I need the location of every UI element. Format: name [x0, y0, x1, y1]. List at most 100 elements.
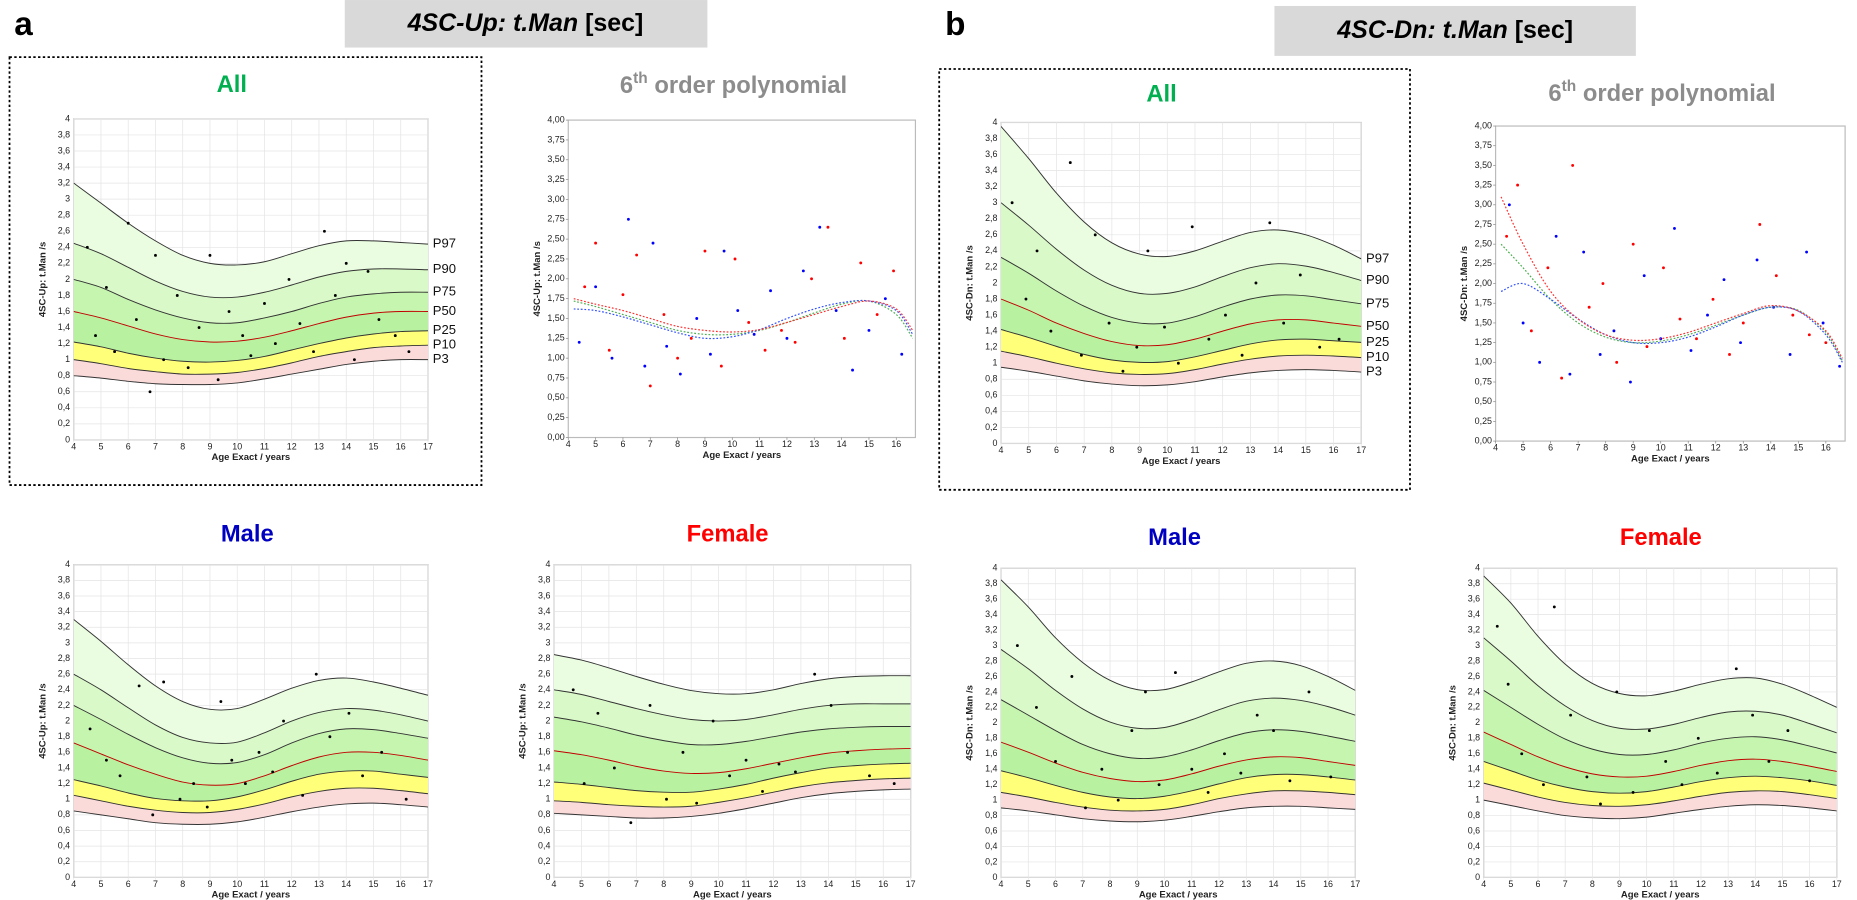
y-axis-label: 4SC-Up: t.Man /s [37, 242, 48, 317]
percentile-line [554, 762, 911, 793]
data-layer [73, 182, 428, 394]
data-point [1569, 713, 1573, 717]
y-tick-label: 2,50 [1475, 239, 1492, 249]
y-tick-label: 0,8 [58, 809, 70, 819]
data-point [1068, 161, 1072, 165]
chart: All 0 0,2 0,4 0,6 0,8 1 1,2 1,4 1,6 1,8 2 2,2 2,4 2,6 2… [965, 80, 1390, 466]
data-point [1615, 360, 1619, 364]
data-point [1734, 667, 1738, 671]
y-tick-label: 3,4 [985, 609, 997, 619]
data-point [1255, 713, 1259, 717]
data-point [154, 253, 157, 257]
x-tick-label: 12 [1696, 879, 1706, 889]
data-point [747, 321, 751, 324]
band [1001, 257, 1362, 346]
band [73, 674, 428, 764]
data-point [1739, 341, 1742, 345]
y-tick-label: 2 [65, 715, 70, 725]
panel-label: b [945, 6, 965, 43]
y-tick-label: 3,8 [58, 575, 70, 585]
data-point [263, 302, 266, 305]
x-tick-label: 9 [1135, 879, 1140, 889]
y-tick-label: 1 [992, 794, 997, 804]
data-point [249, 354, 253, 358]
y-tick-label: 1 [992, 358, 997, 368]
data-point [1741, 321, 1745, 325]
y-tick-label: 0,50 [547, 392, 564, 402]
data-point [1631, 790, 1635, 794]
data-point [94, 334, 97, 337]
chart: Male 0 0,2 0,4 0,6 0,8 1 1,2 1,4 1,6 1,8 2 2,2 2,4 2,6… [965, 524, 1361, 900]
data-point [1585, 775, 1589, 779]
data-point [1560, 376, 1564, 380]
panel-label: a [14, 6, 33, 43]
data-point [842, 336, 846, 340]
data-point [1767, 760, 1771, 763]
y-tick-label: 2,6 [985, 229, 997, 239]
data-point [1582, 250, 1586, 254]
data-point [134, 318, 138, 321]
y-tick-label: 1,2 [1468, 779, 1480, 789]
chart: All 0 0,2 0,4 0,6 0,8 1 1,2 1,4 1,6 1,8 2 2,2 2,4 2,6 2… [37, 71, 456, 463]
data-point [834, 309, 838, 312]
data-point [577, 340, 581, 344]
band [1483, 732, 1837, 794]
band [1483, 576, 1837, 733]
data-point [380, 750, 384, 754]
y-tick-label: 0,2 [58, 856, 70, 866]
y-tick-label: 0,6 [58, 825, 70, 835]
data-point [1176, 361, 1180, 365]
y-tick-label: 0 [992, 872, 997, 882]
data-point [1516, 183, 1520, 187]
band [554, 654, 911, 722]
data-point [1598, 353, 1602, 356]
y-tick-label: 3,4 [538, 606, 550, 616]
data-point [178, 797, 182, 801]
data-point [1282, 321, 1286, 325]
y-tick-label: 0 [65, 872, 70, 882]
data-point [883, 297, 887, 301]
data-point [1239, 771, 1243, 775]
legend-label: P25 [433, 322, 456, 337]
x-tick-label: 13 [1738, 443, 1748, 453]
y-tick-label: 2 [992, 277, 997, 287]
x-tick-label: 5 [98, 441, 103, 451]
y-tick-label: 0 [545, 872, 550, 882]
y-tick-label: 2,2 [538, 700, 550, 710]
data-point [314, 672, 318, 676]
data-point [1808, 779, 1812, 783]
data-point [1268, 221, 1272, 225]
band [554, 763, 911, 808]
y-tick-label: 1 [65, 794, 70, 804]
x-tick-label: 11 [1684, 443, 1693, 453]
y-tick-label: 2,2 [58, 258, 70, 268]
data-point [271, 770, 275, 774]
band [1001, 579, 1356, 729]
fit-curve [1500, 243, 1843, 362]
percentile-line [554, 689, 911, 722]
data-point [1807, 333, 1811, 337]
plot-area [567, 119, 917, 439]
data-point [1035, 705, 1038, 709]
data-point [626, 217, 630, 221]
y-tick-label: 1,6 [538, 747, 550, 757]
data-point [780, 328, 783, 332]
chart-title: 6th order polynomial [620, 69, 847, 99]
x-tick-label: 8 [180, 441, 185, 451]
data-point [711, 719, 715, 723]
x-tick-label: 7 [634, 879, 639, 889]
data-point [104, 758, 108, 762]
data-point [1647, 729, 1651, 732]
band [1001, 699, 1356, 782]
legend-label: P75 [433, 284, 456, 299]
x-tick-label: 6 [1053, 879, 1058, 889]
data-point [900, 352, 904, 356]
y-tick-label: 0,25 [1475, 416, 1492, 426]
title-part: order polynomial [1576, 80, 1775, 107]
y-tick-label: 0,6 [538, 825, 550, 835]
y-axis-label: 4SC-Up: t.Man /s [532, 241, 543, 316]
data-point [1024, 297, 1028, 301]
y-tick-label: 0,4 [985, 841, 997, 851]
data-point [230, 758, 234, 762]
